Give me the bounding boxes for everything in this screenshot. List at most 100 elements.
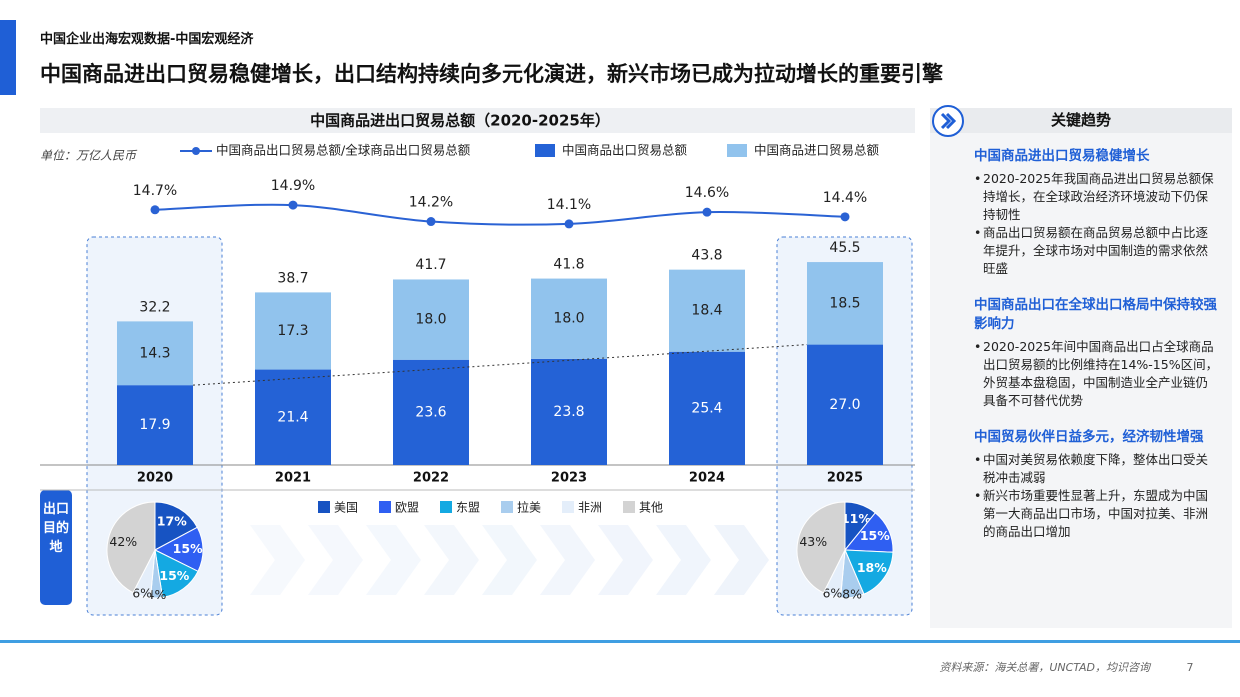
pie-title: 出口目的地 [42,502,69,555]
section-heading: 中国贸易伙伴日益多元，经济韧性增强 [974,429,1204,445]
value-label: 23.8 [553,404,584,420]
legend-label: 中国商品出口贸易总额 [562,143,688,158]
bar [117,321,193,386]
value-label: 18.0 [415,312,446,328]
legend-marker [192,147,200,155]
bar [531,358,607,465]
pie-label: 15% [860,528,890,543]
pie-slice [796,501,846,594]
section-heading: 中国商品进出口贸易稳健增长 [974,148,1150,164]
bullet: 中国对美贸易依赖度下降，整体出口受关税冲击减弱 [974,451,1220,487]
legend-swatch [535,144,555,157]
value-label: 17.3 [277,323,308,339]
decoration [714,525,769,595]
decoration [656,525,711,595]
point-label: 14.7% [133,183,177,199]
point [702,207,712,217]
value-label: 18.5 [829,295,860,311]
point [426,217,436,227]
legend-label: 非洲 [578,501,602,515]
bar [807,262,883,345]
decoration [366,525,421,595]
pie-title-box [40,490,72,605]
total-label: 43.8 [691,248,722,264]
decoration [424,525,479,595]
bullet: 2020-2025年我国商品进出口贸易总额保持增长，在全球政治经济环境波动下仍保… [974,170,1220,224]
bullet: 新兴市场重要性显著上升，东盟成为中国第一大商品出口市场，中国对拉美、非洲的商品出… [974,487,1220,541]
pie-label: 17% [157,513,187,528]
pie-label: 18% [857,560,887,575]
legend-label: 中国商品出口贸易总额/全球商品出口贸易总额 [216,143,471,158]
x-tick-label: 2025 [827,471,863,486]
bar [669,269,745,352]
legend-label: 欧盟 [395,501,419,515]
legend-label: 中国商品进口贸易总额 [754,143,880,158]
pie-slice [844,549,894,595]
legend-swatch [562,501,574,513]
legend-label: 美国 [334,501,358,515]
decoration [482,525,537,595]
chart-title: 中国商品进出口贸易总额（2020-2025年） [310,112,610,130]
legend-swatch [440,501,452,513]
legend-label: 其他 [639,501,663,515]
value-label: 27.0 [829,397,860,413]
pie-slice [154,501,198,551]
decoration [598,525,653,595]
point-label: 14.4% [823,190,867,206]
pie-label: 43% [799,534,827,549]
line [154,203,846,226]
section-heading: 中国商品出口在全球出口格局中保持较强影响力 [974,297,1217,332]
bar [531,278,607,359]
value-label: 18.4 [691,303,722,319]
legend-swatch [623,501,635,513]
panel-icon [932,105,964,137]
pie-label: 15% [159,568,189,583]
x-tick-label: 2020 [137,471,173,486]
panel-title: 关键趋势 [1050,111,1111,129]
slide-title: 中国商品进出口贸易稳健增长，出口结构持续向多元化演进，新兴市场已成为拉动增长的重… [40,62,943,86]
pie-label: 15% [173,541,203,556]
pie-label: 6% [822,585,842,600]
point-label: 14.9% [271,178,315,194]
panel-body: 中国商品进出口贸易稳健增长 2020-2025年我国商品进出口贸易总额保持增长，在… [930,147,1232,541]
bar [393,279,469,360]
bullet: 2020-2025年间中国商品出口占全球商品出口贸易额的比例维持在14%-15%… [974,338,1220,410]
pie-label: 42% [109,534,137,549]
point [150,205,160,215]
bar [255,292,331,370]
bar [393,359,469,465]
value-label: 25.4 [691,400,722,416]
x-tick-label: 2024 [689,471,725,486]
decoration [250,525,305,595]
legend-label: 拉美 [517,500,541,515]
pie-slice [106,501,156,594]
bar [807,344,883,465]
legend-label: 东盟 [456,501,480,515]
decoration [308,525,363,595]
legend-swatch [318,501,330,513]
value-label: 14.3 [139,345,170,361]
total-label: 38.7 [277,270,308,286]
pie-label: 8% [842,587,862,602]
section-label: 中国企业出海宏观数据-中国宏观经济 [40,32,254,47]
key-trends-panel: 关键趋势 中国商品进出口贸易稳健增长 2020-2025年我国商品进出口贸易总额保… [930,105,1232,628]
x-tick-label: 2021 [275,471,311,486]
point-label: 14.6% [685,185,729,201]
page-number: 7 [1187,661,1194,674]
bullet: 商品出口贸易额在商品贸易总额中占比逐年提升，全球市场对中国制造的需求依然旺盛 [974,224,1220,278]
legend-swatch [501,501,513,513]
point-label: 14.2% [409,195,453,211]
point [840,212,850,222]
bar [255,369,331,465]
source: 资料来源：海关总署，UNCTAD，均识咨询 [939,661,1152,674]
legend-swatch [727,144,747,157]
decoration [540,525,595,595]
pie-label: 11% [841,511,871,526]
value-label: 23.6 [415,404,446,420]
total-label: 32.2 [139,299,170,315]
chart-title-band [40,108,915,133]
bar [669,351,745,465]
panel-header: 关键趋势 [930,105,1232,137]
value-label: 18.0 [553,311,584,327]
